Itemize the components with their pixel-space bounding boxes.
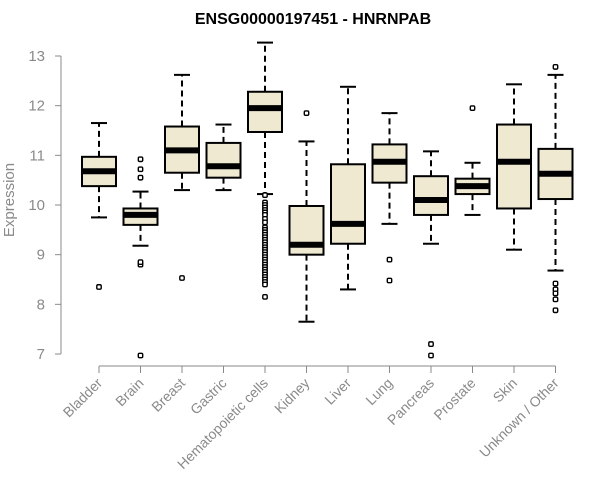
- box-brain: [122, 156, 159, 359]
- outlier-point: [262, 192, 268, 198]
- y-tick-label: 7: [37, 346, 45, 363]
- x-tick-label: Lung: [362, 375, 395, 408]
- x-tick-label: Brain: [112, 375, 146, 409]
- outlier-point: [552, 307, 559, 314]
- outlier-point: [179, 275, 185, 281]
- box-iqr: [205, 141, 242, 179]
- box-hematopoietic-cells: [247, 41, 283, 300]
- outlier-point: [262, 281, 268, 288]
- x-tick-label: Breast: [148, 375, 188, 415]
- outlier-point: [552, 280, 559, 287]
- box-kidney: [288, 110, 325, 323]
- box-lung: [371, 112, 408, 284]
- box-pancreas: [413, 150, 449, 359]
- chart-title: ENSG00000197451 - HNRNPAB: [195, 11, 431, 28]
- box-iqr: [247, 90, 283, 133]
- y-tick-label: 12: [28, 98, 45, 115]
- y-axis-label: Expression: [1, 163, 18, 237]
- outlier-point: [428, 341, 434, 347]
- x-tick-label: Prostate: [430, 375, 478, 423]
- outlier-point: [96, 284, 102, 290]
- x-tick-label: Bladder: [60, 375, 106, 421]
- box-gastric: [205, 123, 242, 192]
- y-tick-label: 13: [28, 48, 45, 65]
- x-tick-label: Liver: [321, 375, 354, 408]
- y-tick-label: 11: [29, 147, 45, 164]
- outlier-point: [386, 277, 393, 284]
- outlier-point: [137, 166, 144, 173]
- outlier-point: [137, 352, 144, 359]
- x-tick-label: Skin: [490, 375, 521, 406]
- y-tick-label: 9: [37, 247, 45, 264]
- outlier-point: [469, 105, 476, 112]
- box-iqr: [496, 123, 532, 210]
- box-iqr: [330, 163, 366, 245]
- outlier-point: [137, 156, 144, 163]
- outlier-point: [137, 259, 144, 266]
- box-unknown-other: [537, 64, 574, 314]
- outlier-point: [552, 64, 559, 70]
- box-breast: [164, 73, 200, 281]
- box-bladder: [81, 122, 117, 290]
- outlier-point: [428, 352, 434, 359]
- outlier-point: [137, 174, 144, 181]
- y-axis: 7 8 9 10 11 12 13: [28, 48, 62, 363]
- y-tick-label: 10: [28, 197, 45, 214]
- outlier-point: [262, 293, 268, 300]
- box-iqr: [413, 175, 449, 216]
- x-tick-label: Unknown / Other: [476, 375, 562, 461]
- x-tick-label: Kidney: [271, 375, 313, 417]
- outlier-point: [552, 296, 559, 303]
- y-tick-label: 8: [37, 296, 45, 313]
- box-skin: [496, 83, 532, 251]
- outlier-point: [262, 219, 268, 226]
- plot-area: [81, 41, 574, 359]
- box-prostate: [454, 105, 491, 216]
- box-liver: [330, 85, 366, 291]
- outlier-point: [552, 290, 559, 297]
- outlier-point: [386, 256, 393, 263]
- outlier-point: [303, 110, 310, 117]
